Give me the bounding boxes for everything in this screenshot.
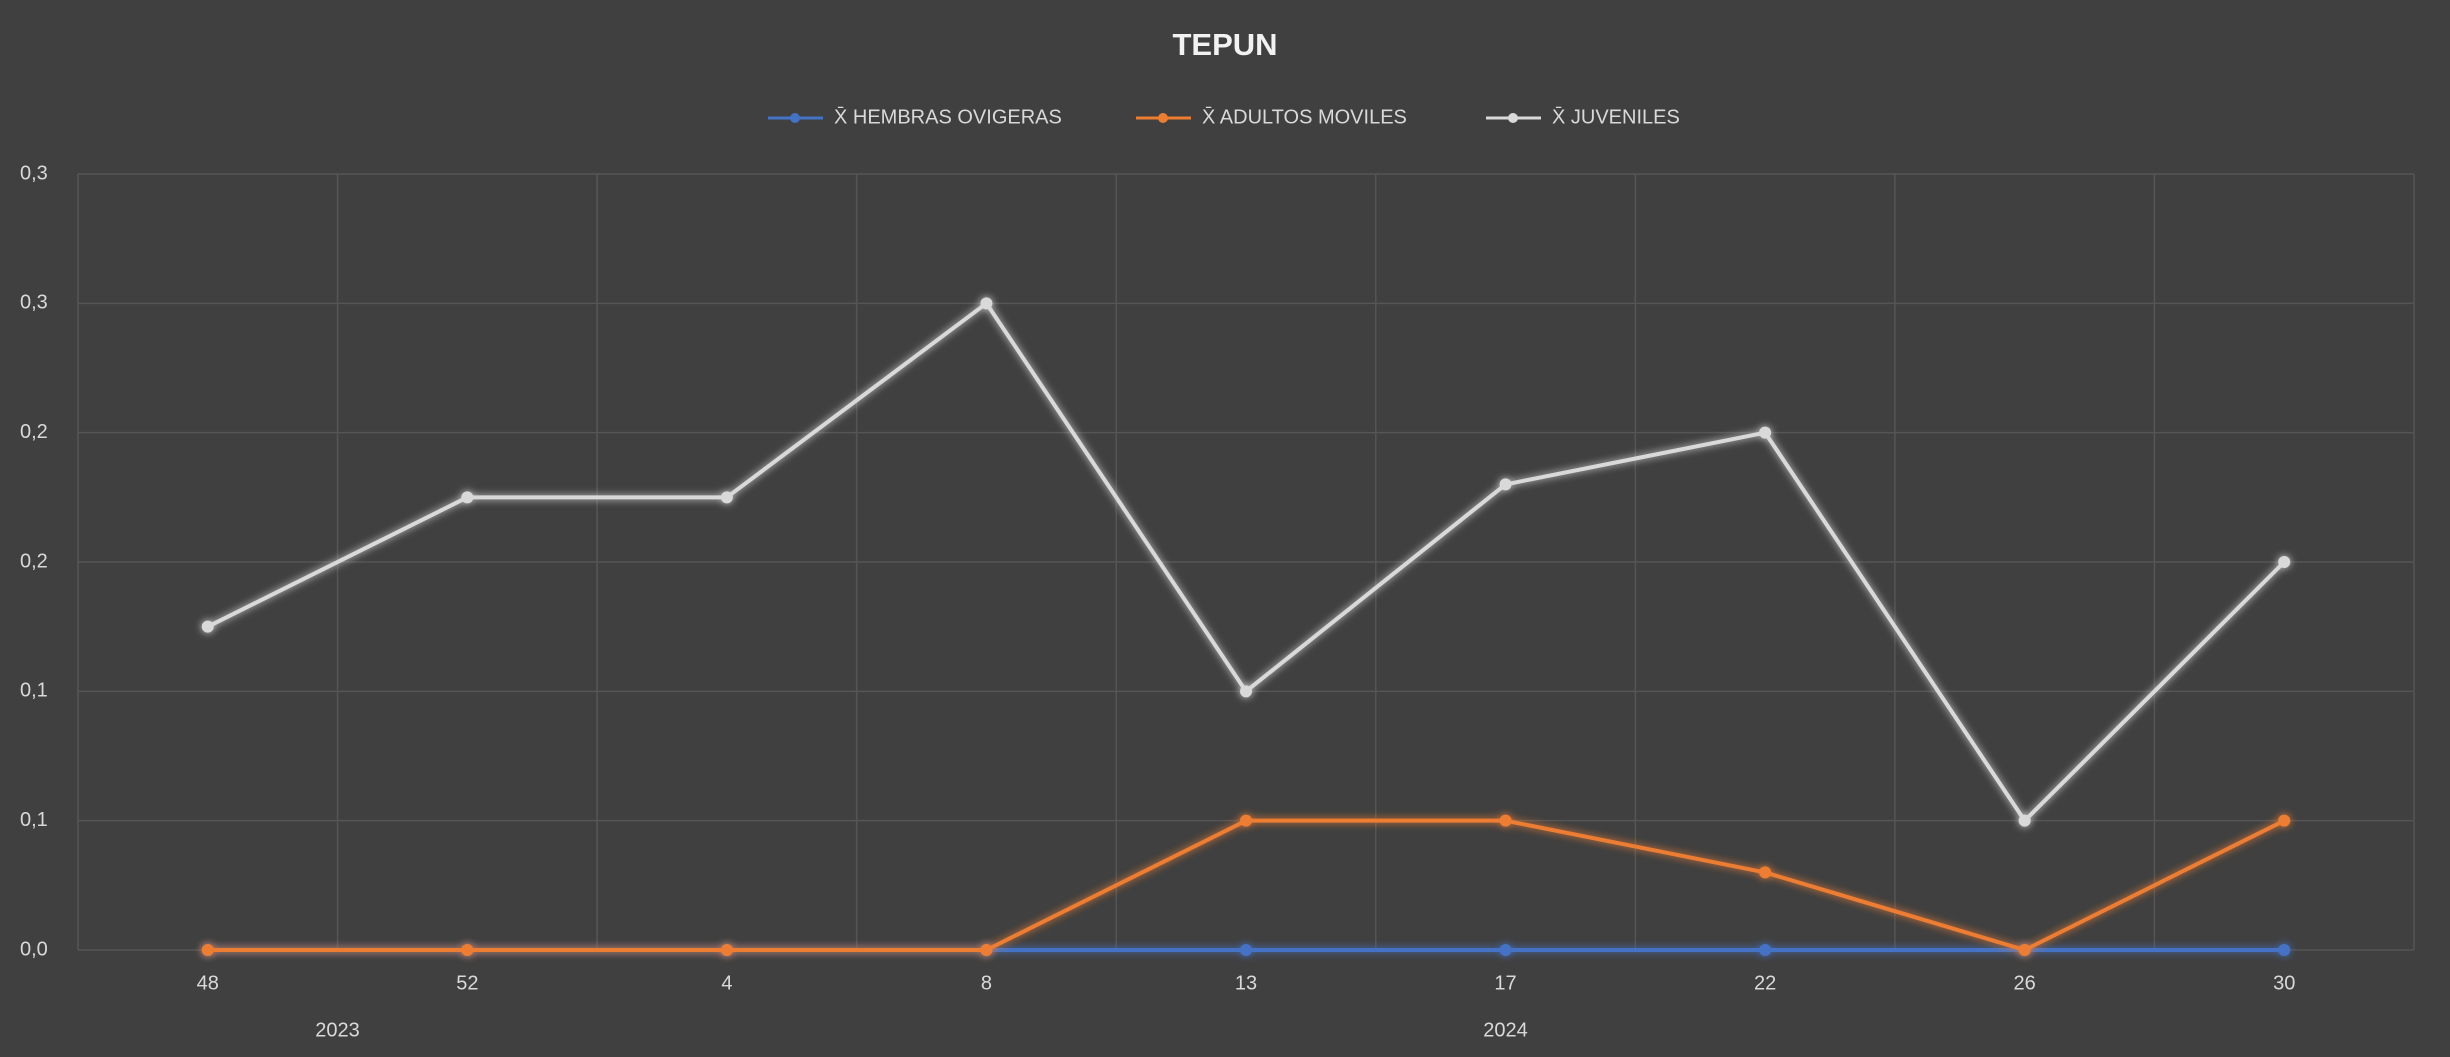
data-point [2278,944,2291,956]
x-tick-label: 26 [2014,972,2036,994]
data-point [1759,944,1772,956]
y-tick-label: 0,2 [20,421,48,443]
x-tick-label: 30 [2273,972,2295,994]
y-tick-label: 0,3 [20,292,48,314]
y-tick-label: 0,3 [20,162,48,184]
data-point [2018,944,2031,956]
x-tick-label: 8 [981,972,992,994]
data-point [1499,944,1512,956]
data-point [720,944,733,956]
data-point [2018,814,2031,827]
data-point [980,944,993,956]
legend-marker [1158,113,1168,123]
data-point [461,944,474,956]
legend-label: X̄ HEMBRAS OVIGERAS [834,105,1062,128]
data-point [1240,814,1252,827]
y-tick-label: 0,0 [20,938,48,960]
data-point [201,944,214,956]
x-tick-label: 22 [1754,972,1776,994]
x-tick-label: 17 [1494,972,1516,994]
data-point [2278,556,2291,568]
data-point [980,297,993,310]
legend-marker [1508,113,1518,123]
data-point [461,491,474,504]
y-tick-label: 0,1 [20,809,48,831]
x-tick-label: 48 [197,972,219,994]
series [201,814,2291,956]
x-tick-label: 52 [456,972,478,994]
chart-title: TEPUN [1172,27,1277,62]
data-point [1499,814,1512,827]
x-tick-label: 13 [1235,972,1257,994]
data-point [1499,478,1512,491]
series [201,297,2291,827]
legend-label: X̄ ADULTOS MOVILES [1202,105,1407,128]
x-tick-label: 4 [721,972,732,994]
legend-label: X̄ JUVENILES [1552,105,1680,128]
data-point [1240,685,1252,698]
data-point [1759,426,1772,439]
x-group-label: 2024 [1483,1019,1528,1041]
legend-marker [790,113,800,123]
y-tick-label: 0,1 [20,680,48,702]
x-group-label: 2023 [315,1019,360,1041]
data-point [1240,944,1252,956]
y-tick-label: 0,2 [20,550,48,572]
data-point [720,491,733,504]
data-point [201,620,214,633]
data-point [1759,866,1772,879]
data-point [2278,814,2291,827]
